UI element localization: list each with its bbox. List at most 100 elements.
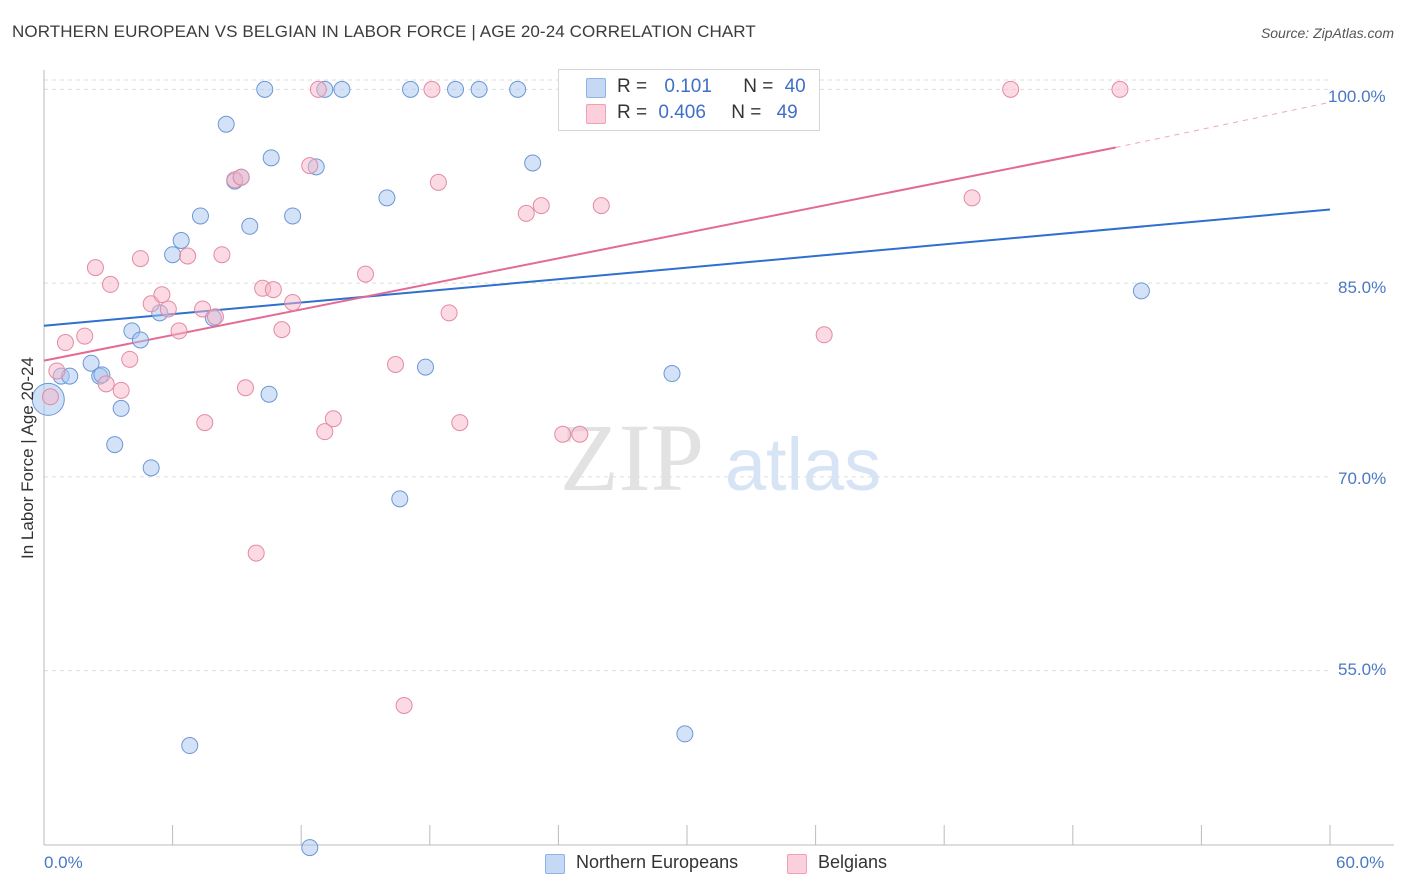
point-northern-european [402, 80, 420, 98]
point-belgian [440, 304, 458, 322]
chart-title: NORTHERN EUROPEAN VS BELGIAN IN LABOR FO… [12, 22, 756, 41]
y-axis-label: In Labor Force | Age 20-24 [18, 357, 37, 559]
point-northern-european [106, 436, 124, 454]
legend-row-1: R = 0.101 N = 40 [617, 76, 806, 100]
point-belgian [273, 321, 291, 339]
point-belgian [56, 334, 74, 352]
point-northern-european [256, 80, 274, 98]
point-belgian [236, 379, 254, 397]
point-belgian [423, 80, 441, 98]
trend-lines [43, 101, 1331, 362]
point-belgian [571, 425, 589, 443]
point-belgian [86, 259, 104, 277]
point-belgian [387, 356, 405, 373]
point-belgian [357, 265, 374, 283]
point-belgian [316, 423, 334, 441]
point-belgian [159, 300, 177, 318]
point-northern-european [417, 358, 435, 376]
trend-line-extension [1115, 101, 1331, 148]
y-tick-label: 100.0% [1328, 87, 1386, 106]
axes [43, 70, 1394, 846]
point-northern-european [241, 217, 259, 235]
point-northern-european [142, 459, 160, 477]
point-belgian [101, 275, 119, 293]
gridlines [44, 79, 1330, 672]
watermark-atlas: atlas [725, 423, 881, 506]
point-belgian [264, 281, 282, 299]
point-northern-european [164, 246, 182, 264]
point-belgian [232, 168, 250, 186]
point-belgian [592, 197, 610, 215]
point-belgian [206, 308, 224, 326]
point-northern-european [378, 189, 396, 207]
point-belgian [301, 157, 319, 175]
point-belgian [815, 326, 833, 344]
r-label: R = [617, 76, 648, 97]
point-northern-european [172, 232, 190, 249]
source-label: Source: ZipAtlas.com [1260, 25, 1394, 41]
x-tick-label: 60.0% [1336, 853, 1385, 872]
legend-label: Belgians [818, 852, 888, 872]
legend-swatch [545, 854, 565, 874]
n-value: 49 [776, 102, 798, 123]
point-belgian [131, 250, 149, 268]
point-northern-european [333, 80, 351, 98]
point-belgian [532, 197, 550, 215]
point-northern-european [284, 207, 302, 225]
r-value: 0.101 [664, 76, 712, 97]
point-belgian [213, 246, 231, 264]
point-belgian [324, 410, 342, 428]
y-tick-label: 55.0% [1338, 660, 1387, 679]
point-northern-european [82, 354, 100, 372]
point-northern-european [131, 331, 149, 349]
point-northern-european [391, 490, 409, 508]
y-tick-label: 85.0% [1338, 278, 1387, 297]
legend-swatch [787, 854, 807, 874]
point-belgian [97, 375, 115, 393]
point-belgian [48, 362, 66, 380]
point-northern-european [509, 80, 527, 98]
point-northern-european [112, 399, 130, 417]
stats-legend: R = 0.101 N = 40 R = 0.406 N = 49 [558, 69, 820, 131]
point-belgian [451, 414, 469, 432]
point-northern-european [470, 80, 488, 98]
point-northern-european [663, 365, 681, 383]
point-northern-european [217, 115, 235, 133]
point-belgian [112, 381, 130, 399]
point-belgian [1002, 80, 1020, 98]
y-tick-label: 70.0% [1338, 469, 1387, 488]
data-points [31, 80, 1150, 857]
point-belgian [395, 697, 413, 714]
point-belgian [963, 189, 981, 207]
watermark: ZIP atlas [560, 404, 881, 511]
point-belgian [1111, 80, 1129, 98]
point-northern-european [447, 80, 465, 98]
x-tick-label: 0.0% [44, 853, 83, 872]
point-northern-european [260, 385, 278, 403]
point-belgian [284, 294, 302, 311]
point-belgian [179, 247, 197, 265]
trend-line [43, 146, 1116, 362]
r-value: 0.406 [658, 102, 706, 123]
point-northern-european [1132, 282, 1150, 300]
trend-line [43, 208, 1331, 327]
point-northern-european [181, 737, 199, 755]
point-northern-european [262, 149, 280, 167]
legend-swatch-pink [586, 104, 606, 124]
point-belgian [153, 286, 171, 304]
point-northern-european [301, 839, 319, 857]
n-label: N = [743, 76, 774, 97]
watermark-zip: ZIP [560, 404, 704, 511]
r-label: R = [617, 102, 648, 123]
point-northern-european [676, 725, 694, 743]
point-belgian [76, 327, 94, 345]
point-belgian [121, 350, 139, 368]
legend-label: Northern Europeans [576, 852, 739, 872]
point-northern-european [524, 154, 542, 172]
point-belgian [309, 80, 327, 98]
point-northern-european [191, 207, 209, 225]
point-belgian [429, 173, 447, 191]
point-belgian [554, 425, 572, 443]
point-belgian [170, 322, 188, 340]
